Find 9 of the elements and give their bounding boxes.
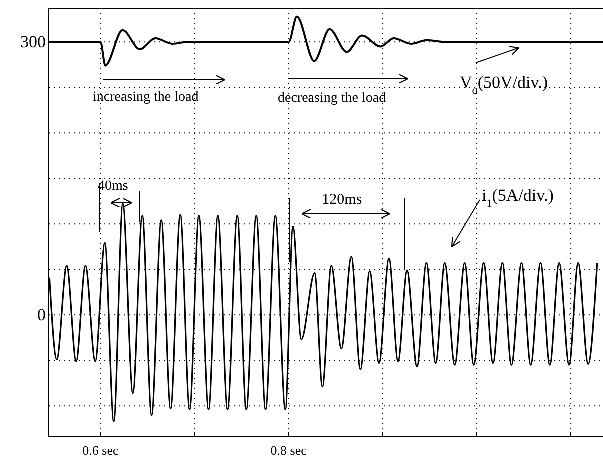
- annotation: decreasing the load: [278, 91, 386, 106]
- annotation: increasing the load: [93, 90, 199, 105]
- x-tick-label: 0.6 sec: [82, 443, 120, 457]
- legend-label: V$_{o}$(50V/div.): [460, 73, 548, 97]
- annotation: 120ms: [322, 192, 362, 208]
- x-tick-label: 0.8 sec: [270, 443, 308, 457]
- text: i$_{1}$(5A/div.): [482, 186, 554, 210]
- y-tick-label: 0: [38, 306, 46, 325]
- y-tick-label: 300: [20, 32, 46, 52]
